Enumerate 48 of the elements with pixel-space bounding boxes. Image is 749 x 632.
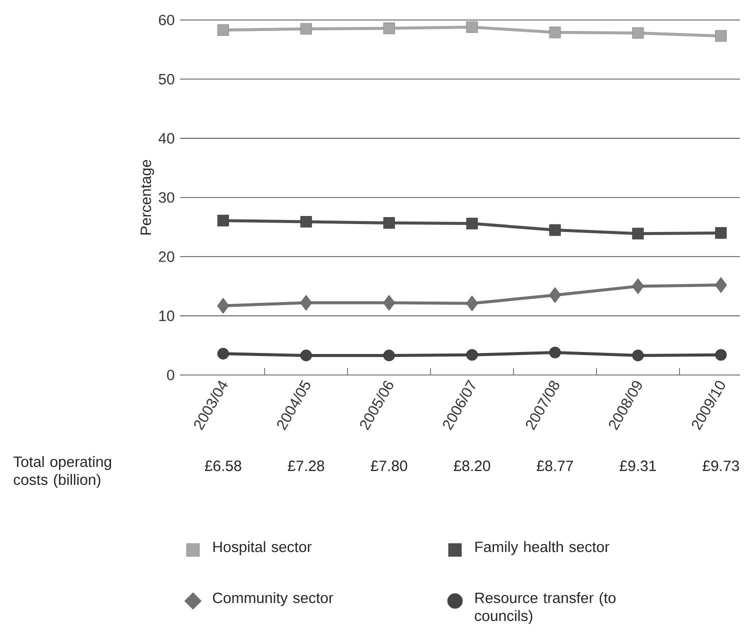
point: [632, 278, 644, 294]
point: [466, 296, 478, 312]
y-tick-label: 50: [158, 74, 174, 84]
point: [715, 227, 727, 239]
text: £6.58: [204, 460, 242, 472]
point: [217, 348, 229, 360]
legend-label: Family health sector: [475, 541, 610, 556]
y-tick-label: 10: [159, 310, 174, 322]
point: [549, 26, 561, 38]
text: £7.80: [370, 460, 408, 472]
y-tick-label: 20: [158, 251, 174, 262]
text: £9.73: [702, 460, 739, 472]
legend-label: Resource transfer (to councils): [474, 592, 616, 624]
y-tick-label: 30: [158, 192, 174, 203]
point: [715, 277, 727, 293]
legend-label: Community sector: [212, 592, 334, 606]
text: Total operating costs (billion): [14, 456, 112, 488]
point: [383, 350, 395, 362]
point: [300, 23, 312, 35]
point: [549, 346, 561, 358]
text: £8.77: [536, 460, 573, 472]
text: £7.28: [288, 460, 324, 472]
point: [549, 224, 561, 236]
legend-label: Hospital sector: [213, 541, 312, 556]
point: [300, 295, 312, 311]
point: [383, 22, 395, 34]
point: [466, 21, 478, 33]
point: [715, 30, 727, 42]
point: [300, 216, 312, 228]
point: [383, 217, 395, 229]
point: [715, 349, 727, 361]
point: [632, 228, 644, 240]
y-tick-label: 60: [158, 14, 174, 26]
point: [217, 24, 229, 36]
point: [466, 218, 478, 230]
text: £8.20: [454, 460, 490, 472]
y-tick-label: 0: [167, 370, 174, 380]
point: [632, 350, 644, 362]
point: [466, 349, 478, 361]
text: £9.31: [620, 460, 656, 472]
y-tick-label: 40: [158, 133, 174, 144]
y-axis-title: Percentage: [140, 160, 154, 234]
point: [217, 214, 229, 226]
point: [300, 350, 312, 362]
point: [217, 298, 230, 314]
point: [632, 27, 644, 39]
point: [383, 295, 396, 311]
point: [549, 287, 561, 303]
